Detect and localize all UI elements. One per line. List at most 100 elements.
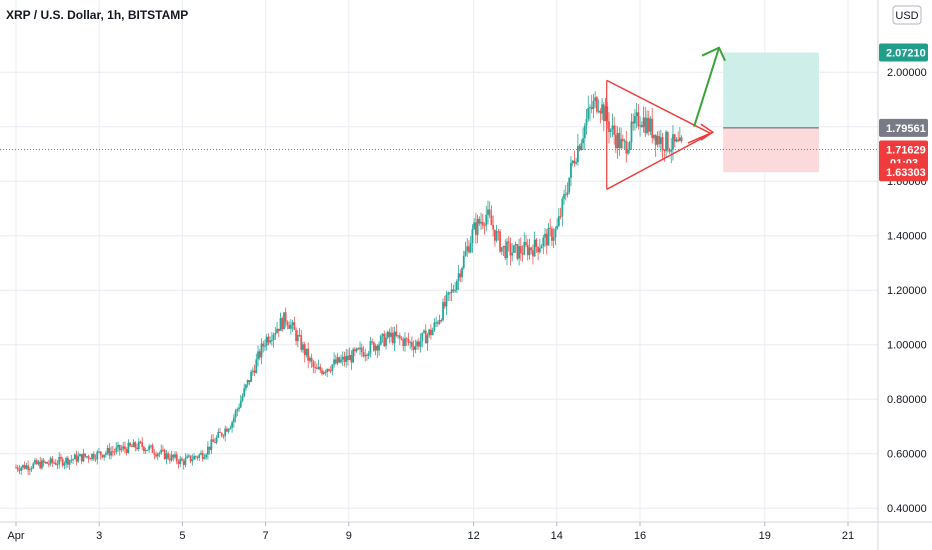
candle-body [343, 356, 346, 363]
candle-body [457, 273, 460, 282]
candle-body [312, 361, 315, 368]
candle-body [426, 335, 429, 344]
candle-body [277, 328, 280, 331]
candle-body [160, 449, 163, 453]
candle-body [364, 354, 367, 357]
candle-body [411, 342, 413, 347]
candle-body [575, 162, 578, 164]
candle-body [110, 451, 112, 456]
time-axis-label: 3 [96, 530, 102, 542]
candle-body [419, 340, 422, 347]
current-price-tag-bg [879, 140, 928, 171]
candle-body [661, 137, 664, 150]
candle-body [130, 445, 133, 448]
candle-body [56, 464, 59, 466]
candle-body [611, 125, 614, 130]
candle-body [295, 329, 297, 342]
candle-body [314, 367, 316, 369]
candle-body [532, 250, 534, 257]
projection-arrow[interactable] [687, 131, 714, 144]
candle-body [289, 324, 292, 329]
candle-body [414, 346, 417, 350]
candle-body [552, 237, 555, 241]
candle-body [478, 218, 481, 224]
candle-body [634, 115, 636, 124]
candle-body [22, 464, 24, 468]
candle-body [601, 104, 603, 114]
candle-body [141, 442, 144, 447]
candle-body [461, 267, 463, 278]
candle-body [583, 125, 586, 139]
candle-body [305, 348, 308, 356]
candle-body [379, 336, 382, 345]
candle-body [374, 345, 377, 351]
candle-body [210, 439, 213, 450]
candle-body [53, 462, 55, 464]
candle-body [640, 125, 643, 128]
candle-body [618, 133, 621, 149]
candle-body [54, 462, 57, 465]
candle-body [464, 251, 467, 256]
candle-body [72, 459, 74, 461]
candle-body [300, 335, 303, 350]
candle-body [347, 355, 349, 361]
candle-body [61, 458, 64, 466]
candle-body [637, 112, 640, 127]
candle-body [547, 227, 550, 246]
candle-body [122, 446, 125, 449]
candle-body [229, 427, 232, 430]
candle-body [106, 447, 109, 453]
candle-body [322, 371, 325, 374]
candle-body [219, 431, 221, 433]
candle-body [423, 330, 425, 333]
candle-body [535, 239, 538, 247]
candle-body [417, 341, 420, 347]
time-axis-label: Apr [7, 530, 24, 542]
candle-body [262, 343, 265, 347]
candle-body [175, 454, 178, 462]
candle-body [220, 432, 223, 436]
candle-body [257, 351, 259, 360]
candle-body [258, 351, 261, 358]
candle-body [455, 281, 458, 291]
candle-body [215, 437, 218, 443]
candle-body [483, 225, 486, 227]
candle-body [639, 125, 642, 127]
candle-body [227, 429, 230, 432]
candle-body [30, 468, 33, 470]
chart-title: XRP / U.S. Dollar, 1h, BITSTAMP [6, 8, 188, 22]
candle-body [264, 345, 266, 347]
candle-body [613, 125, 616, 135]
candle-body [481, 221, 484, 226]
candle-body [378, 344, 380, 351]
candle-body [473, 222, 476, 230]
candle-body [447, 292, 450, 295]
target-arrow[interactable] [693, 47, 720, 128]
currency-button-label[interactable]: USD [895, 10, 918, 22]
candle-body [65, 457, 68, 464]
candle-body [18, 469, 21, 471]
candle-body [208, 446, 211, 450]
candle-body [307, 348, 310, 361]
candle-body [246, 380, 249, 385]
candle-body [424, 330, 427, 344]
candle-body [129, 442, 132, 446]
candle-body [203, 457, 206, 459]
candle-body [395, 331, 398, 336]
candle-body [407, 339, 410, 343]
candle-body [196, 456, 199, 458]
time-axis-label: 5 [179, 530, 185, 542]
candle-body [492, 225, 495, 230]
candle-body [163, 449, 166, 460]
candle-body [670, 149, 673, 152]
triangle-pattern[interactable] [606, 79, 713, 191]
candle-body [234, 411, 237, 418]
candle-body [319, 366, 322, 371]
currency-button[interactable] [892, 5, 922, 25]
candle-body [659, 137, 662, 145]
candle-body [649, 118, 652, 132]
candle-body [51, 458, 54, 463]
candle-body [177, 461, 180, 465]
